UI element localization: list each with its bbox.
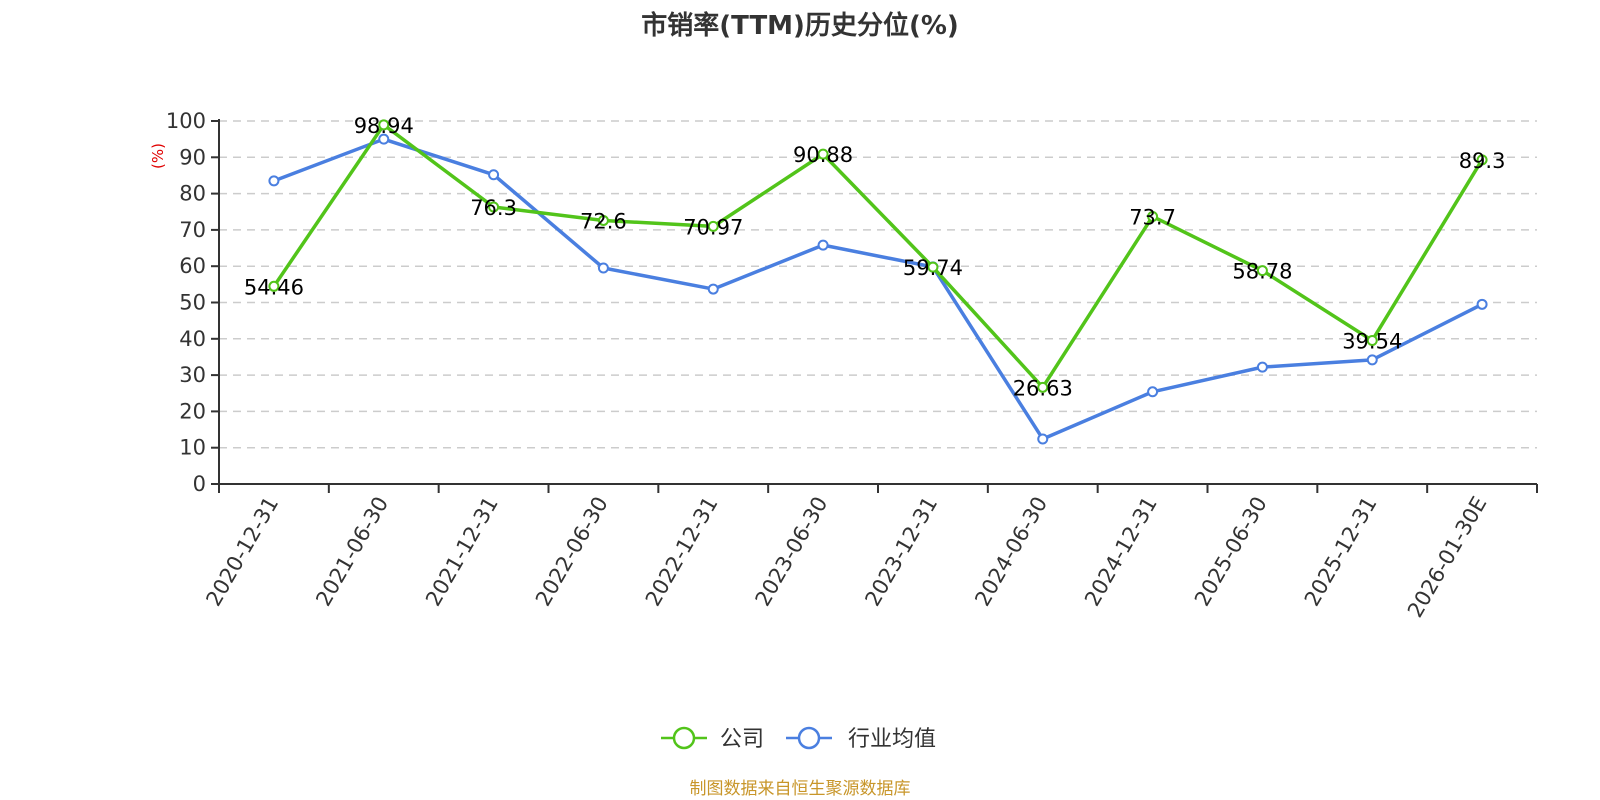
y-tick-label: 60 xyxy=(179,254,206,278)
y-axis-name: (%) xyxy=(149,143,167,169)
x-tick-label: 2026-01-30E xyxy=(1403,493,1491,622)
x-tick-label: 2021-06-30 xyxy=(311,493,393,611)
y-axis-ticks: 0 10 20 30 40 50 60 70 80 90 100 xyxy=(166,109,219,496)
y-tick-label: 100 xyxy=(166,109,206,133)
data-point-marker[interactable] xyxy=(1366,334,1378,346)
data-point-marker[interactable] xyxy=(1037,381,1049,393)
y-tick-label: 90 xyxy=(179,145,206,169)
data-label: 26.63 xyxy=(1013,376,1073,400)
y-tick-label: 30 xyxy=(179,363,206,387)
data-point-marker[interactable] xyxy=(378,119,390,131)
data-point-marker[interactable] xyxy=(707,220,719,232)
data-label: 73.7 xyxy=(1129,205,1176,229)
data-point-marker[interactable] xyxy=(817,239,829,251)
data-point-marker[interactable] xyxy=(1476,154,1488,166)
x-tick-label: 2025-06-30 xyxy=(1190,493,1272,611)
legend-item-industry-average[interactable]: 行业均值 xyxy=(786,726,936,752)
data-source-footer: 制图数据来自恒生聚源数据库 xyxy=(690,779,911,799)
data-label: 59.74 xyxy=(903,256,963,280)
y-tick-label: 20 xyxy=(179,399,206,423)
y-tick-label: 10 xyxy=(179,436,206,460)
data-point-marker[interactable] xyxy=(927,261,939,273)
data-point-marker[interactable] xyxy=(488,201,500,213)
legend-label-industry-average: 行业均值 xyxy=(848,727,936,752)
data-point-marker[interactable] xyxy=(597,214,609,226)
industry-average-line xyxy=(273,137,1483,441)
data-point-marker[interactable] xyxy=(817,148,829,160)
x-tick-label: 2020-12-31 xyxy=(201,493,283,611)
x-axis-ticks: 2020-12-31 2021-06-30 2021-12-31 2022-06-30… xyxy=(201,484,1538,622)
x-tick-label: 2022-12-31 xyxy=(641,493,723,611)
data-label: 90.88 xyxy=(793,143,853,167)
data-point-marker[interactable] xyxy=(707,283,719,295)
data-point-marker[interactable] xyxy=(1147,386,1159,398)
data-point-marker[interactable] xyxy=(1366,354,1378,366)
data-point-marker[interactable] xyxy=(1256,265,1268,277)
data-point-marker[interactable] xyxy=(1476,298,1488,310)
legend-item-company[interactable]: 公司 xyxy=(661,726,764,752)
y-tick-label: 50 xyxy=(179,291,206,315)
x-tick-label: 2023-12-31 xyxy=(860,493,942,611)
legend: 公司 行业均值 xyxy=(661,726,936,752)
x-tick-label: 2024-06-30 xyxy=(970,493,1052,611)
legend-circle-icon xyxy=(797,726,821,750)
data-label: 89.3 xyxy=(1459,149,1506,173)
data-label: 72.6 xyxy=(580,209,627,233)
data-label: 76.3 xyxy=(470,196,517,220)
data-point-marker[interactable] xyxy=(1037,433,1049,445)
data-point-marker[interactable] xyxy=(1256,361,1268,373)
data-point-marker[interactable] xyxy=(488,169,500,181)
data-point-marker[interactable] xyxy=(268,280,280,292)
data-point-marker[interactable] xyxy=(378,133,390,145)
data-point-marker[interactable] xyxy=(268,175,280,187)
x-tick-label: 2021-12-31 xyxy=(421,493,503,611)
y-tick-label: 40 xyxy=(179,327,206,351)
data-label: 98.94 xyxy=(354,114,414,138)
data-labels: 54.46 98.94 76.3 72.6 70.97 90.88 59.74 26.63 73… xyxy=(244,114,1506,400)
series xyxy=(268,119,1488,445)
gridlines xyxy=(219,120,1537,449)
x-tick-label: 2024-12-31 xyxy=(1080,493,1162,611)
axes xyxy=(218,119,1537,485)
data-point-marker[interactable] xyxy=(1147,210,1159,222)
data-label: 70.97 xyxy=(683,215,743,239)
y-tick-label: 70 xyxy=(179,218,206,242)
legend-circle-icon xyxy=(672,726,696,750)
company-line xyxy=(272,123,1484,390)
x-tick-label: 2023-06-30 xyxy=(751,493,833,611)
data-label: 58.78 xyxy=(1232,260,1292,284)
chart-title: 市销率(TTM)历史分位(%) xyxy=(641,10,959,41)
y-tick-label: 0 xyxy=(193,472,206,496)
data-label: 54.46 xyxy=(244,275,304,299)
x-tick-label: 2022-06-30 xyxy=(531,493,613,611)
legend-label-company: 公司 xyxy=(720,727,764,752)
data-label: 39.54 xyxy=(1342,329,1402,353)
x-tick-label: 2025-12-31 xyxy=(1300,493,1382,611)
data-point-marker[interactable] xyxy=(597,262,609,274)
y-tick-label: 80 xyxy=(179,182,206,206)
